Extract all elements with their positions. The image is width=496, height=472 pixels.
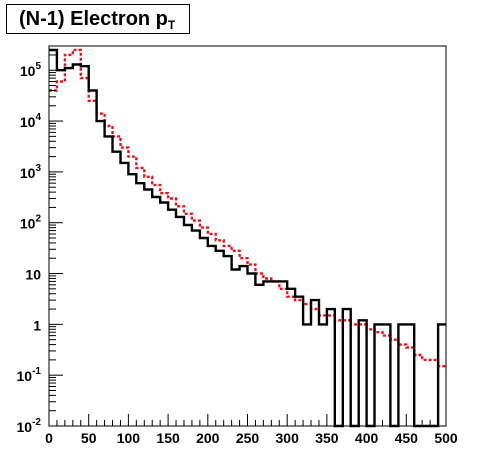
y-tick-label: 103	[20, 163, 42, 181]
plot-frame	[48, 45, 447, 427]
chart-title-subscript: T	[167, 18, 176, 32]
y-tick-label: 105	[20, 61, 42, 79]
x-tick-label: 50	[81, 430, 97, 446]
y-tick-label: 1	[33, 317, 41, 333]
chart-title-text: (N-1) Electron p	[19, 8, 168, 30]
x-tick-label: 250	[236, 430, 260, 446]
x-tick-label: 450	[395, 430, 419, 446]
x-tick-label: 500	[434, 430, 458, 446]
y-tick-label: 102	[20, 214, 42, 232]
chart-title: (N-1) Electron pT	[6, 4, 190, 34]
x-tick-label: 350	[315, 430, 339, 446]
y-tick-label: 10-2	[17, 417, 42, 435]
x-tick-label: 100	[117, 430, 141, 446]
x-tick-label: 400	[355, 430, 379, 446]
series-2-line	[49, 48, 446, 368]
y-tick-label: 104	[20, 112, 42, 130]
axis-layer: 0 50 100 150 200 250 300 350 400 450 500 10-2 10-1 1 1…	[17, 45, 458, 446]
series-1-line	[49, 48, 446, 428]
x-tick-label: 150	[156, 430, 180, 446]
y-tick-label: 10-1	[17, 366, 42, 384]
x-tick-label: 0	[45, 430, 53, 446]
y-tick-label: 10	[25, 267, 41, 283]
x-tick-label: 200	[196, 430, 220, 446]
series-layer	[49, 48, 446, 428]
x-tick-label: 300	[276, 430, 300, 446]
